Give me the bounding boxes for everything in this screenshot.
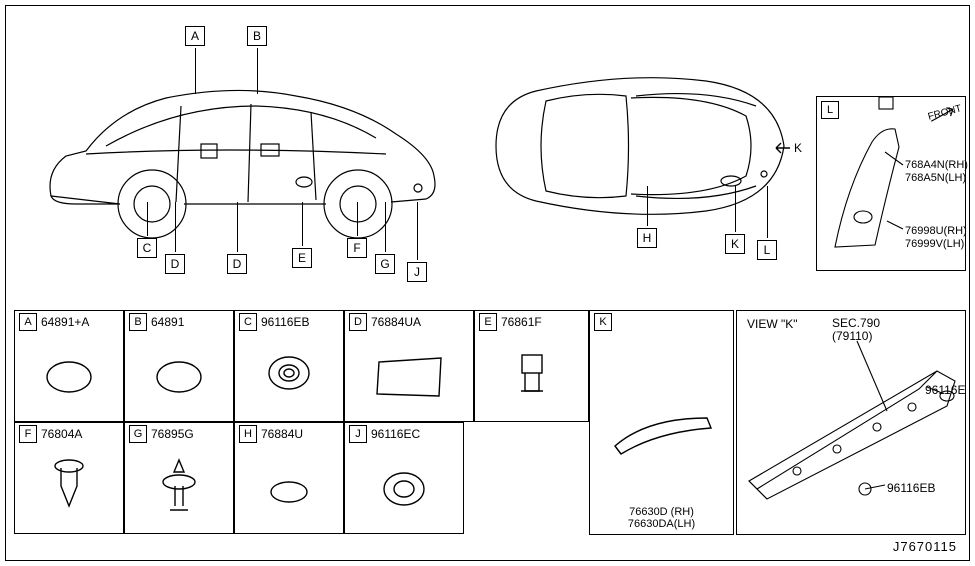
pin-icon: [15, 445, 123, 533]
document-id: J7670115: [893, 539, 957, 554]
part-label: 96116E: [925, 383, 965, 397]
vehicle-side-svg: [26, 26, 456, 266]
thumb-E: E 76861F: [474, 310, 589, 422]
front-direction-k-arrow: K: [772, 141, 802, 155]
thumb-K-labels: 76630D (RH)76630DA(LH): [590, 506, 733, 530]
thumb-letter: C: [239, 313, 257, 331]
thumb-D: D 76884UA: [344, 310, 474, 422]
thumb-partno: 64891: [151, 315, 184, 329]
stud-icon: [125, 445, 233, 533]
thumb-letter: D: [349, 313, 367, 331]
k-arrow-label: K: [794, 141, 802, 155]
thumb-C: C 96116EB: [234, 310, 344, 422]
part-label: 768A5N(LH): [905, 172, 966, 184]
thumb-partno: 76895G: [151, 427, 194, 441]
diagram-frame: AB CDDEFGJ HKL K: [5, 5, 970, 561]
part-label: 76999V(LH): [905, 238, 964, 250]
thumb-B: B 64891: [124, 310, 234, 422]
thumb-letter: E: [479, 313, 497, 331]
ellipse-icon: [125, 333, 233, 421]
thumb-A: A 64891+A: [14, 310, 124, 422]
clip-icon: [475, 333, 588, 421]
vehicle-top-svg: [476, 46, 796, 246]
thumb-partno: 96116EB: [261, 315, 310, 329]
part-label: 768A4N(RH): [905, 159, 968, 171]
thumb-F: F 76804A: [14, 422, 124, 534]
ellipse-sm-icon: [235, 445, 343, 533]
thumb-partno: 76804A: [41, 427, 82, 441]
part-label: 76998U(RH): [905, 225, 967, 237]
thumb-partno: 76884UA: [371, 315, 421, 329]
detail-l-panel: L FRONT 768A4N(RH)768A5N(LH)76998U(RH)76…: [816, 96, 966, 271]
part-label: 96116EB: [887, 481, 936, 495]
thumb-partno: 64891+A: [41, 315, 89, 329]
sheet-icon: [345, 333, 473, 421]
part-label: 76630D (RH): [590, 506, 733, 518]
part-label: 76630DA(LH): [590, 518, 733, 530]
disc-icon: [345, 445, 463, 533]
thumb-G: G 76895G: [124, 422, 234, 534]
thumbnail-grid: A 64891+A B 64891 C 96116EB D 76884UA E 76861F K 76…: [14, 310, 734, 535]
panel-icon: [590, 333, 733, 534]
thumb-H: H 76884U: [234, 422, 344, 534]
thumb-letter: J: [349, 425, 367, 443]
vehicle-side-view: AB CDDEFGJ: [26, 26, 456, 266]
thumb-partno: 76861F: [501, 315, 542, 329]
view-k-panel: VIEW "K" SEC.790 (79110): [736, 310, 966, 535]
thumb-row-1: A64891+AB64891C96116EBD76884UAE76861FK76…: [14, 310, 734, 422]
thumb-partno: 96116EC: [371, 427, 420, 441]
thumb-letter: K: [594, 313, 612, 331]
thumb-J: J 96116EC: [344, 422, 464, 534]
vehicle-top-view: HKL K: [476, 46, 796, 246]
thumb-letter: B: [129, 313, 147, 331]
thumb-letter: G: [129, 425, 147, 443]
thumb-letter: A: [19, 313, 37, 331]
ellipse-icon: [15, 333, 123, 421]
thumb-K: K 76630D (RH)76630DA(LH): [589, 310, 734, 535]
thumb-letter: F: [19, 425, 37, 443]
thumb-partno: 76884U: [261, 427, 303, 441]
thumb-letter: H: [239, 425, 257, 443]
grommet-icon: [235, 333, 343, 421]
